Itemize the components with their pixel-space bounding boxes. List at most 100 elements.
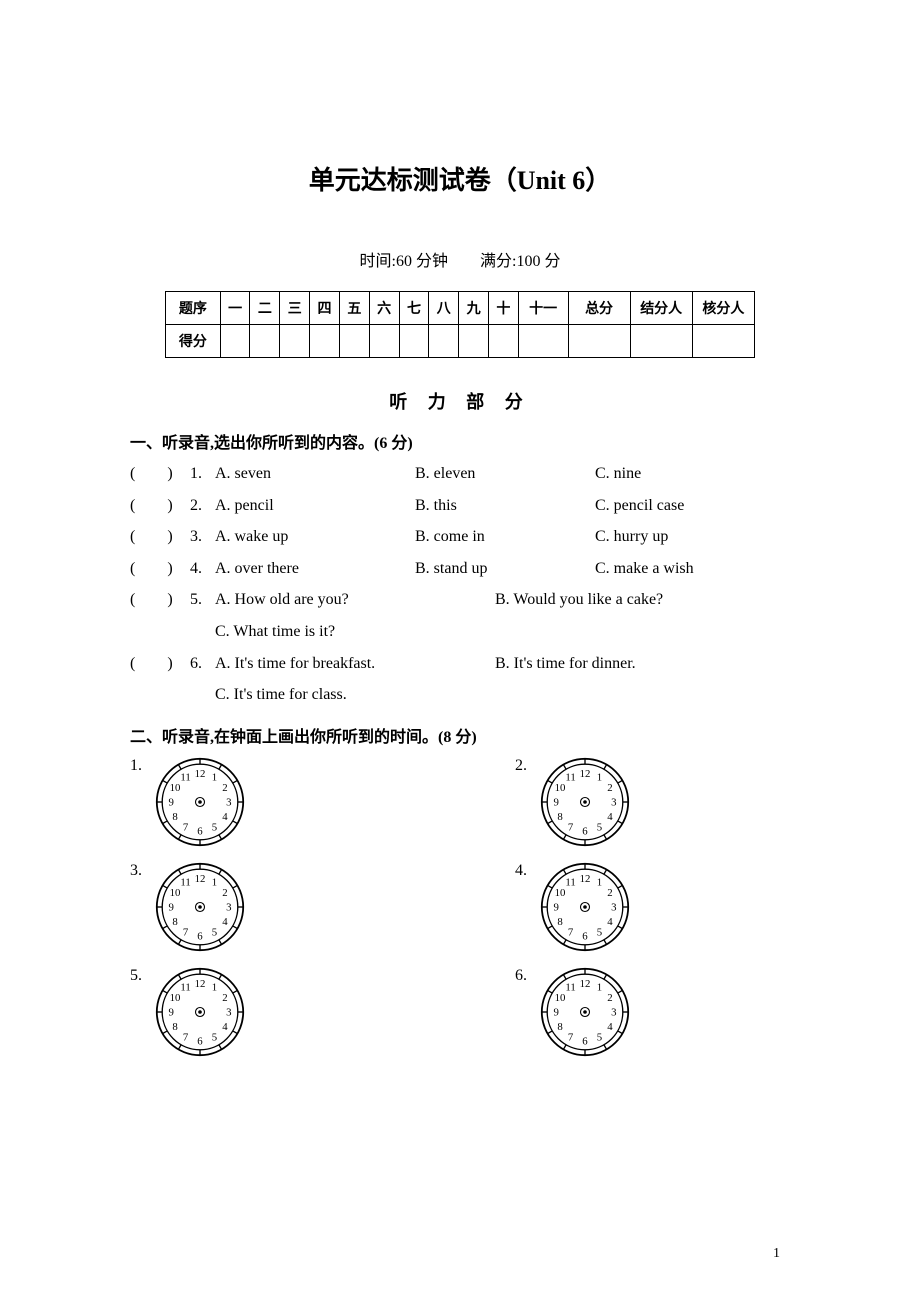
score-cell <box>630 325 692 358</box>
question-number: 2. <box>190 493 215 519</box>
score-cell <box>488 325 518 358</box>
svg-text:2: 2 <box>607 992 612 1004</box>
svg-text:8: 8 <box>557 811 562 823</box>
svg-text:10: 10 <box>170 782 181 794</box>
svg-text:7: 7 <box>183 926 189 938</box>
svg-text:2: 2 <box>222 887 227 899</box>
answer-paren: ( ) <box>130 493 190 519</box>
option-c: C. pencil case <box>595 493 790 519</box>
answer-paren: ( ) <box>130 556 190 582</box>
clock-number: 2. <box>515 757 530 775</box>
clock-number: 5. <box>130 967 145 985</box>
svg-text:10: 10 <box>555 782 566 794</box>
svg-text:7: 7 <box>183 1031 189 1043</box>
clock-number: 4. <box>515 862 530 880</box>
clock-icon: 123456789101112 <box>155 757 245 847</box>
svg-text:6: 6 <box>582 1035 588 1047</box>
svg-text:6: 6 <box>582 825 588 837</box>
option-b: B. eleven <box>415 461 595 487</box>
answer-paren: ( ) <box>130 587 190 613</box>
score-cell <box>280 325 310 358</box>
svg-text:9: 9 <box>554 1006 559 1018</box>
svg-text:8: 8 <box>172 1021 177 1033</box>
question-row: ( ) 3. A. wake up B. come in C. hurry up <box>130 524 790 550</box>
svg-text:11: 11 <box>565 771 575 783</box>
header-cell: 九 <box>459 292 489 325</box>
option-c: C. What time is it? <box>215 619 335 645</box>
header-cell: 七 <box>399 292 429 325</box>
svg-text:9: 9 <box>169 796 174 808</box>
header-cell: 结分人 <box>630 292 692 325</box>
svg-text:1: 1 <box>212 771 217 783</box>
score-cell <box>568 325 630 358</box>
svg-text:9: 9 <box>169 1006 174 1018</box>
svg-text:3: 3 <box>226 901 231 913</box>
svg-text:6: 6 <box>197 1035 203 1047</box>
score-cell <box>339 325 369 358</box>
svg-text:12: 12 <box>580 768 591 780</box>
svg-text:2: 2 <box>607 782 612 794</box>
svg-text:7: 7 <box>183 821 189 833</box>
clock-item: 3. 123456789101112 <box>130 862 245 952</box>
option-a: A. It's time for breakfast. <box>215 651 495 677</box>
svg-text:12: 12 <box>580 978 591 990</box>
question-row: ( ) 6. A. It's time for breakfast. B. It… <box>130 651 790 677</box>
clock-item: 5. 123456789101112 <box>130 967 245 1057</box>
table-row: 题序 一 二 三 四 五 六 七 八 九 十 十一 总分 结分人 核分人 <box>166 292 755 325</box>
answer-paren: ( ) <box>130 651 190 677</box>
score-cell <box>310 325 340 358</box>
option-c: C. nine <box>595 461 790 487</box>
svg-text:2: 2 <box>222 782 227 794</box>
clock-number: 6. <box>515 967 530 985</box>
svg-text:5: 5 <box>212 1031 217 1043</box>
question-number: 3. <box>190 524 215 550</box>
option-b: B. It's time for dinner. <box>495 651 790 677</box>
answer-paren: ( ) <box>130 461 190 487</box>
score-cell <box>220 325 250 358</box>
svg-text:1: 1 <box>212 876 217 888</box>
svg-text:12: 12 <box>195 978 206 990</box>
option-b: B. this <box>415 493 595 519</box>
score-cell <box>518 325 568 358</box>
listening-section-header: 听 力 部 分 <box>130 388 790 414</box>
svg-text:12: 12 <box>580 873 591 885</box>
svg-text:5: 5 <box>597 1031 602 1043</box>
svg-text:8: 8 <box>172 811 177 823</box>
option-b: B. Would you like a cake? <box>495 587 790 613</box>
svg-text:10: 10 <box>170 887 181 899</box>
question-row: ( ) 1. A. seven B. eleven C. nine <box>130 461 790 487</box>
svg-text:10: 10 <box>555 992 566 1004</box>
header-cell: 三 <box>280 292 310 325</box>
header-cell: 五 <box>339 292 369 325</box>
score-cell <box>429 325 459 358</box>
svg-text:3: 3 <box>611 1006 616 1018</box>
svg-text:6: 6 <box>197 825 203 837</box>
svg-text:11: 11 <box>565 981 575 993</box>
svg-text:4: 4 <box>607 1021 613 1033</box>
header-cell: 十 <box>488 292 518 325</box>
clock-icon: 123456789101112 <box>540 757 630 847</box>
clock-icon: 123456789101112 <box>155 967 245 1057</box>
svg-text:5: 5 <box>212 821 217 833</box>
svg-text:1: 1 <box>597 981 602 993</box>
header-cell: 四 <box>310 292 340 325</box>
svg-text:3: 3 <box>226 1006 231 1018</box>
svg-text:2: 2 <box>222 992 227 1004</box>
svg-text:1: 1 <box>597 876 602 888</box>
header-cell: 十一 <box>518 292 568 325</box>
svg-text:3: 3 <box>611 901 616 913</box>
option-a: A. pencil <box>215 493 415 519</box>
svg-text:4: 4 <box>222 811 228 823</box>
svg-text:4: 4 <box>222 916 228 928</box>
svg-text:10: 10 <box>170 992 181 1004</box>
svg-text:12: 12 <box>195 873 206 885</box>
table-row: 得分 <box>166 325 755 358</box>
clock-number: 3. <box>130 862 145 880</box>
clocks-container: 1. 123456789101112 2. 123456789101112 3.… <box>130 757 790 1057</box>
svg-text:11: 11 <box>180 771 190 783</box>
svg-text:7: 7 <box>568 1031 574 1043</box>
header-cell: 一 <box>220 292 250 325</box>
section1-instruction: 一、听录音,选出你所听到的内容。(6 分) <box>130 429 790 453</box>
score-cell <box>692 325 754 358</box>
clock-icon: 123456789101112 <box>540 862 630 952</box>
